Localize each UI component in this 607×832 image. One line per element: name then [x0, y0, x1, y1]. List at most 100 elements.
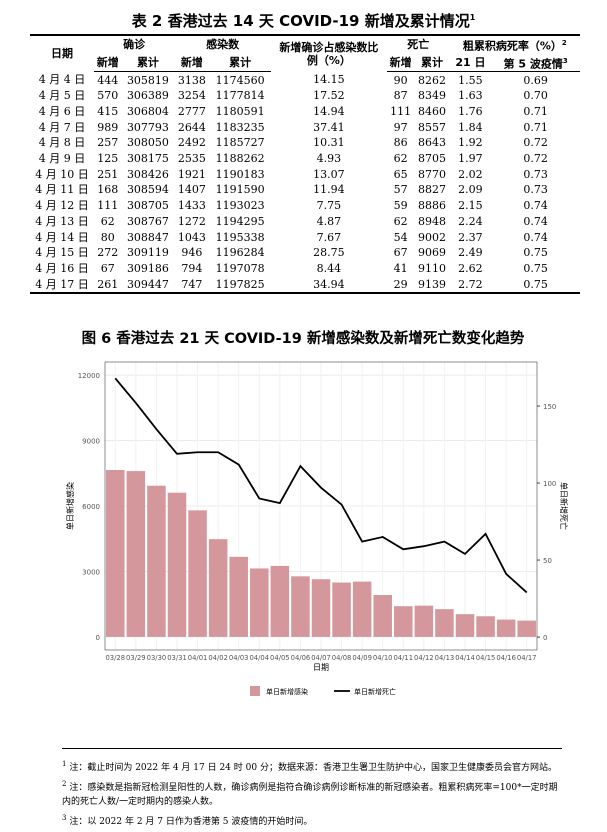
table-cell: 308847: [126, 230, 169, 244]
footnote: 2 注：感染数是指新冠检测呈阳性的人数，确诊病例是指符合确诊病例诊断标准的新冠感…: [62, 777, 562, 809]
table-cell: 4 月 7 日: [38, 120, 86, 134]
table-row: 4 月 8 日 257 308050 2492 1185727 10.31 86 8643 1.…: [30, 135, 580, 151]
x-tick-label: 04/01: [188, 654, 208, 662]
table-cell: 97: [393, 120, 408, 134]
table-cell: 1196284: [215, 246, 265, 260]
table-cell: 8948: [418, 214, 447, 228]
table-cell: 309186: [126, 261, 169, 275]
header-cell: 新增确诊占感染数比例（%）: [270, 34, 387, 72]
title-text: 表 2 香港过去 14 天 COVID-19 新增及累计情况: [131, 12, 470, 30]
table-cell: 0.72: [523, 136, 548, 150]
x-tick-label: 03/29: [126, 654, 146, 662]
table-cell: 0.75: [523, 246, 548, 260]
table-cell: 0.71: [523, 120, 548, 134]
bar: [414, 605, 434, 637]
table-cell: 2.49: [458, 246, 483, 260]
note-mark: 2: [62, 780, 67, 788]
header-text: 新增: [96, 55, 119, 69]
x-tick-label: 04/08: [332, 654, 352, 662]
table-cell: 2.37: [458, 230, 483, 244]
y-tick-label: 0: [96, 634, 100, 642]
table-cell: 90: [393, 73, 408, 87]
table-cell: 0.73: [523, 167, 548, 181]
table-cell: 28.75: [313, 246, 345, 260]
table-cell: 4 月 8 日: [38, 136, 86, 150]
table-cell: 1183235: [215, 120, 265, 134]
table-cell: 0.73: [523, 183, 548, 197]
table-cell: 2.15: [458, 199, 483, 213]
bar: [147, 485, 166, 637]
table-cell: 8886: [418, 199, 447, 213]
table-cell: 747: [174, 276, 210, 294]
y2-axis-label: 单日新增死亡: [559, 482, 569, 530]
table-cell: 1193023: [215, 199, 265, 213]
table-cell: 308050: [126, 136, 169, 150]
table-cell: 1197825: [209, 276, 271, 294]
table-cell: 62: [100, 214, 115, 228]
table-row: 4 月 16 日 67 309186 794 1197078 8.44 41 9110 2.62…: [30, 261, 580, 277]
header-text: 累计: [229, 55, 252, 69]
table-cell: 306804: [126, 105, 169, 119]
table-cell: 4 月 16 日: [35, 261, 89, 275]
table-row: 4 月 9 日 125 308175 2535 1188262 4.93 62 8705 1.9…: [30, 151, 580, 167]
table-cell: 415: [97, 105, 119, 119]
table-cell: 168: [97, 183, 119, 197]
table-cell: 125: [97, 152, 119, 166]
table-cell: 2492: [177, 136, 206, 150]
x-axis-label: 日期: [313, 663, 329, 672]
note-mark: 1: [469, 13, 476, 22]
table-cell: 444: [97, 73, 119, 87]
table-cell: 1185727: [215, 136, 265, 150]
x-tick-label: 04/17: [517, 654, 537, 662]
table-cell: 62: [393, 152, 408, 166]
subheader-cell: 新增: [386, 53, 415, 73]
table-cell: 8643: [418, 136, 447, 150]
table-cell: 8705: [418, 152, 447, 166]
table-cell: 8349: [418, 89, 447, 103]
table-cell: 308175: [126, 152, 169, 166]
table-cell: 308767: [126, 214, 169, 228]
y2-tick-label: 100: [543, 480, 556, 488]
table-cell: 309119: [126, 246, 169, 260]
table-cell: 34.94: [270, 276, 387, 294]
x-tick-label: 04/14: [455, 654, 475, 662]
table-cell: 1.97: [458, 152, 483, 166]
x-tick-label: 04/11: [393, 654, 413, 662]
y2-tick-label: 0: [543, 634, 547, 642]
bar: [126, 471, 146, 637]
bar: [167, 492, 187, 637]
table-cell: 3254: [177, 89, 206, 103]
footnote-text: 注：感染数是指新冠检测呈阳性的人数，确诊病例是指符合确诊病例诊断标准的新冠感染者…: [62, 783, 558, 807]
table-cell: 570: [97, 89, 119, 103]
bar: [332, 582, 351, 637]
x-tick-label: 04/03: [229, 654, 249, 662]
table-cell: 4 月 6 日: [38, 105, 86, 119]
table-cell: 0.74: [523, 214, 548, 228]
table-cell: 80: [100, 230, 115, 244]
legend-label: 单日新增死亡: [354, 687, 396, 696]
table-cell: 1177814: [215, 89, 265, 103]
table-cell: 794: [181, 261, 203, 275]
table-row: 4 月 4 日 444 305819 3138 1174560 14.15 90 8262 1.…: [30, 72, 580, 88]
header-cell: 日期: [30, 34, 94, 72]
x-tick-label: 04/13: [435, 654, 455, 662]
table-cell: 306389: [126, 89, 169, 103]
header-text: 21 日: [455, 55, 486, 69]
table-cell: 111: [390, 105, 412, 119]
subheader-cell: 21 日: [449, 53, 492, 73]
table-cell: 1433: [177, 199, 206, 213]
footnote: 1 注：截止时间为 2022 年 4 月 17 日 24 时 00 分；数据来源…: [62, 757, 562, 775]
x-tick-label: 03/30: [147, 654, 167, 662]
table-cell: 4 月 9 日: [38, 152, 86, 166]
table-cell: 3138: [177, 73, 206, 87]
table-cell: 2.62: [458, 261, 483, 275]
header-text: 累计: [421, 55, 444, 69]
table-cell: 9002: [418, 230, 447, 244]
note-mark: 1: [62, 760, 67, 768]
table-cell: 0.71: [523, 105, 548, 119]
table-cell: 4 月 5 日: [38, 89, 86, 103]
table-cell: 0.75: [491, 276, 580, 294]
table-row: 4 月 14 日 80 308847 1043 1195338 7.67 54 9002 2.3…: [30, 229, 580, 245]
table-cell: 0.74: [523, 199, 548, 213]
table-cell: 87: [393, 89, 408, 103]
